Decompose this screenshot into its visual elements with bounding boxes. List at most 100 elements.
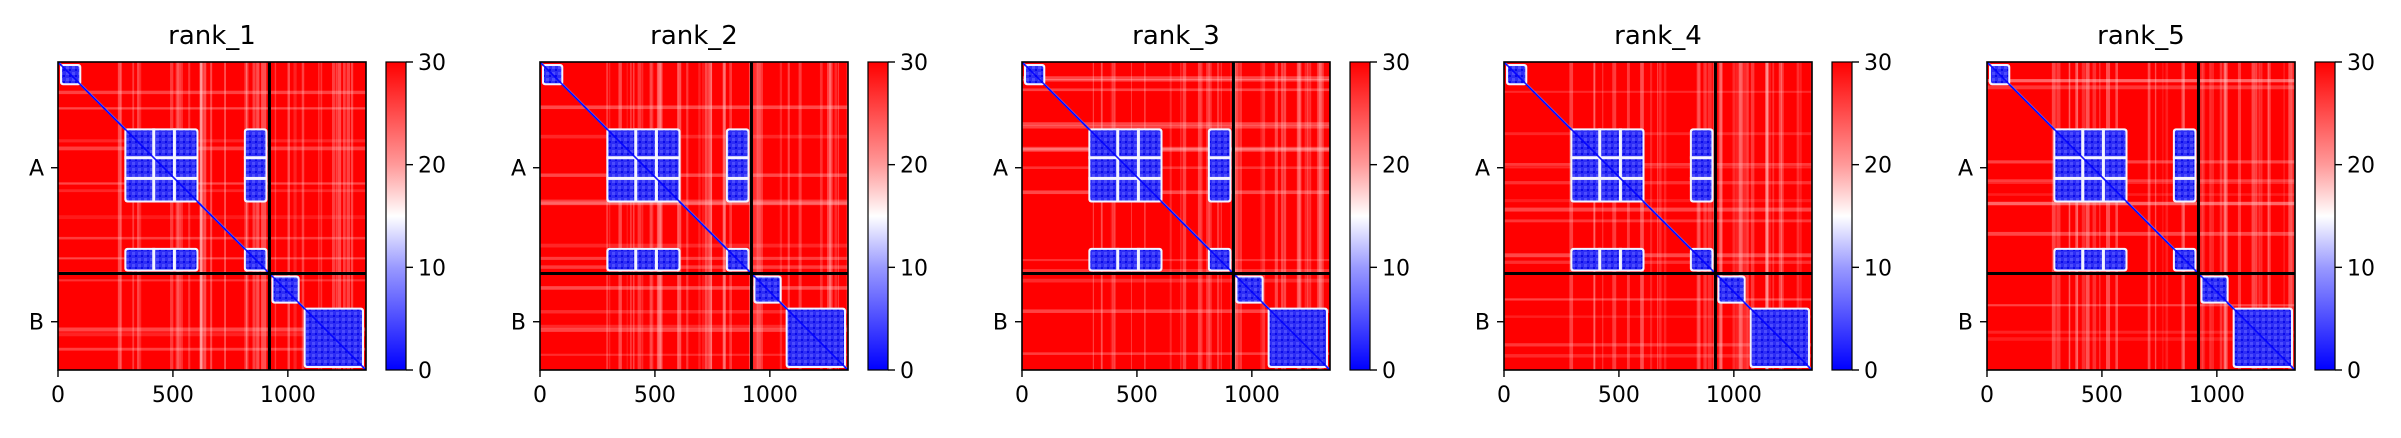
streak-vertical: [1208, 62, 1212, 370]
block-separator: [1598, 128, 1602, 203]
streak-vertical: [2210, 62, 2213, 370]
streak-horizontal: [1504, 315, 1812, 318]
streak-vertical: [1130, 62, 1132, 370]
block-separator: [2101, 128, 2105, 203]
streak-horizontal: [1504, 253, 1812, 258]
streak-vertical: [200, 62, 203, 370]
block-separator: [1088, 156, 1163, 160]
block-separator: [1618, 128, 1622, 203]
panel-title: rank_3: [1132, 21, 1220, 51]
streak-horizontal: [1504, 132, 1812, 136]
streak-vertical: [293, 62, 297, 370]
streak-vertical: [2147, 62, 2151, 370]
streak-vertical: [2181, 62, 2185, 370]
streak-horizontal: [1022, 278, 1330, 283]
streak-vertical: [846, 62, 848, 370]
streak-horizontal: [1987, 160, 2295, 164]
streak-vertical: [819, 62, 823, 370]
streak-horizontal: [540, 134, 848, 139]
streak-vertical: [630, 62, 632, 370]
panel-title: rank_4: [1614, 21, 1702, 51]
streak-vertical: [1659, 62, 1662, 370]
colorbar-tick-label: 0: [1382, 359, 1396, 384]
streak-vertical: [704, 62, 708, 370]
block-separator: [654, 128, 658, 203]
streak-horizontal: [1022, 88, 1330, 92]
streak-horizontal: [1504, 343, 1812, 347]
block-separator: [152, 247, 156, 272]
streak-horizontal: [1022, 259, 1330, 262]
streak-vertical: [2068, 62, 2071, 370]
streak-vertical: [337, 62, 342, 370]
streak-vertical: [1602, 62, 1604, 370]
streak-horizontal: [1504, 298, 1812, 301]
streak-vertical: [118, 62, 122, 370]
streak-horizontal: [1987, 231, 2295, 236]
streak-vertical: [1703, 62, 1706, 370]
streak-vertical: [1260, 62, 1262, 370]
streak-horizontal: [58, 107, 366, 110]
block-separator: [1088, 176, 1163, 180]
streak-vertical: [1092, 62, 1095, 370]
heatmap-frame: [1503, 61, 1813, 371]
pae-block: [1691, 130, 1712, 201]
streak-horizontal: [540, 265, 848, 269]
streak-vertical: [1110, 62, 1114, 370]
streak-horizontal: [1504, 181, 1812, 185]
streak-vertical: [175, 62, 180, 370]
streak-vertical: [1310, 62, 1312, 370]
colorbar-tick-label: 0: [1864, 359, 1878, 384]
streak-horizontal: [540, 286, 848, 290]
colorbar-tick-label: 30: [900, 51, 928, 76]
streak-horizontal: [540, 256, 848, 260]
streak-vertical: [318, 62, 320, 370]
streak-horizontal: [540, 324, 848, 329]
diagonal-top: [1022, 62, 1330, 370]
streak-vertical: [346, 62, 351, 370]
colorbar-tick-label: 20: [2347, 154, 2375, 179]
streak-horizontal: [1987, 304, 2295, 307]
streak-vertical: [1778, 62, 1783, 370]
heatmap: [58, 62, 366, 370]
block-separator: [2053, 176, 2128, 180]
streak-vertical: [2076, 62, 2079, 370]
colorbar-tick-label: 10: [1382, 256, 1410, 281]
streak-vertical: [1299, 62, 1301, 370]
heatmap: [1504, 62, 1812, 370]
block-separator: [1136, 247, 1140, 272]
streak-horizontal: [540, 200, 848, 205]
chain-label: A: [1475, 157, 1490, 182]
streak-vertical: [2267, 62, 2269, 370]
chain-label: A: [1958, 157, 1973, 182]
streak-horizontal: [1987, 337, 2295, 341]
streak-vertical: [2068, 62, 2071, 370]
x-tick-label: 1000: [742, 383, 798, 408]
colorbar: [2314, 61, 2336, 371]
panel-title: rank_1: [168, 21, 256, 51]
streak-vertical: [137, 62, 140, 370]
streak-vertical: [677, 62, 682, 370]
colorbar: [1831, 61, 1853, 371]
block-separator: [1116, 128, 1120, 203]
streak-horizontal: [1022, 309, 1330, 313]
streak-horizontal: [58, 332, 366, 337]
streak-vertical: [335, 62, 337, 370]
streak-horizontal: [58, 327, 366, 332]
block-separator: [2172, 156, 2197, 160]
streak-vertical: [2219, 62, 2223, 370]
colorbar-tick-label: 0: [2347, 359, 2361, 384]
streak-horizontal: [1022, 79, 1330, 82]
block-separator: [172, 128, 176, 203]
streak-horizontal: [1987, 79, 2295, 83]
streak-horizontal: [1022, 125, 1330, 129]
streak-horizontal: [540, 310, 848, 314]
pae-block: [727, 130, 748, 201]
streak-vertical: [200, 62, 202, 370]
streak-vertical: [660, 62, 663, 370]
block-separator: [654, 247, 658, 272]
streak-vertical: [2182, 62, 2185, 370]
streak-vertical: [2106, 62, 2111, 370]
diagonal-top: [1504, 62, 1812, 370]
streak-vertical: [199, 62, 203, 370]
block-separator: [2053, 156, 2128, 160]
